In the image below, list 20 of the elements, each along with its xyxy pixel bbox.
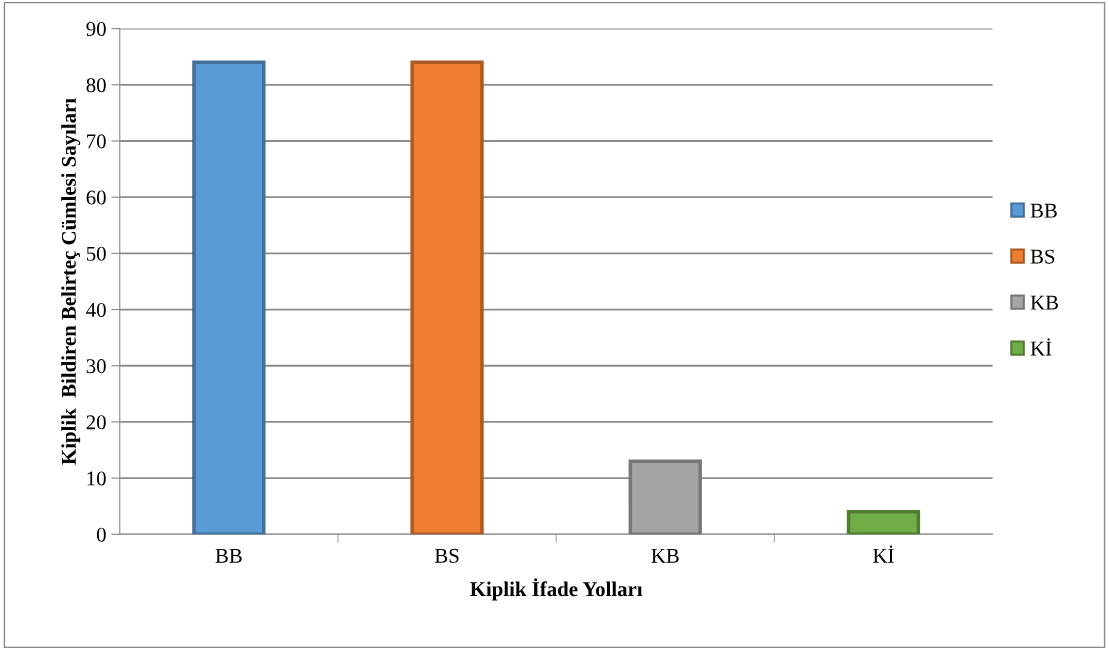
- y-tick-label: 60: [86, 190, 106, 205]
- x-tick-label: KB: [651, 549, 679, 563]
- y-tick-label: 30: [86, 359, 106, 374]
- y-tick-label: 80: [86, 78, 106, 93]
- x-axis-title: Kiplik İfade Yolları: [470, 578, 643, 601]
- legend-label: BS: [1030, 249, 1055, 264]
- x-tick-label: Kİ: [873, 545, 894, 563]
- x-tick-label: BB: [215, 549, 242, 563]
- y-tick-label: 10: [87, 471, 106, 486]
- y-axis-title: Kiplik Bildiren Belirteç Cümlesi Sayıları: [61, 98, 81, 465]
- legend-label: Kİ: [1030, 338, 1052, 356]
- y-tick-label: 40: [86, 302, 106, 317]
- y-tick-label: 20: [86, 415, 106, 430]
- y-tick-label: 50: [86, 246, 106, 261]
- y-tick-label: 0: [96, 527, 106, 542]
- x-tick-label: BS: [434, 548, 459, 563]
- legend-label: BB: [1030, 203, 1057, 218]
- y-tick-label: 90: [86, 21, 106, 37]
- legend-label: KB: [1030, 295, 1058, 310]
- y-tick-label: 70: [87, 134, 106, 149]
